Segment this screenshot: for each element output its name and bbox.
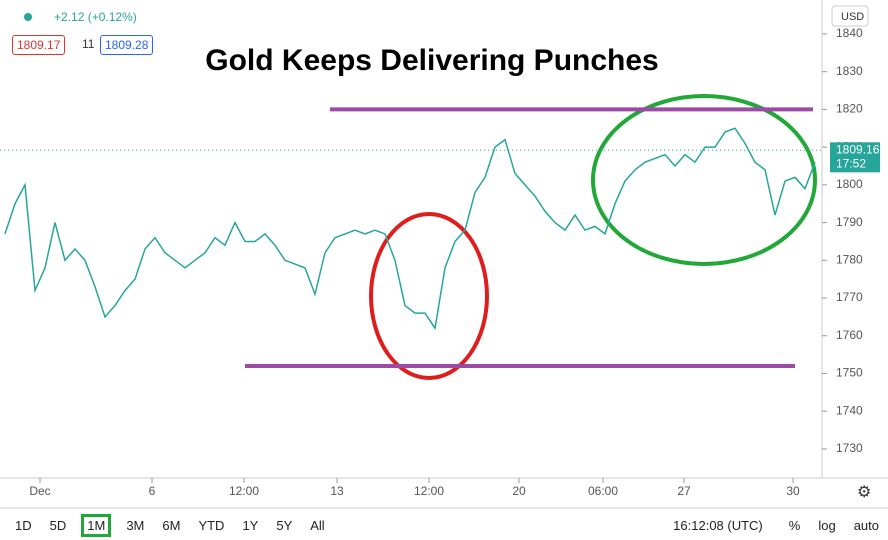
log-button[interactable]: log	[818, 517, 836, 533]
last-price-box	[830, 142, 880, 173]
auto-button[interactable]: auto	[853, 517, 879, 533]
bid: 1809.17	[12, 35, 66, 55]
y-tick-label: 1750	[836, 366, 863, 380]
y-tick-label: 1770	[836, 290, 863, 304]
range-button[interactable]: 6M	[162, 517, 181, 533]
y-tick-label: 1760	[836, 328, 863, 342]
settings-icon[interactable]: ⚙	[857, 484, 871, 501]
chart: Gold Keeps Delivering Punches +2.12 (+0.…	[0, 0, 888, 509]
range-button[interactable]: All	[310, 517, 325, 533]
x-tick-label: 30	[786, 484, 800, 498]
x-tick-label: 27	[677, 484, 691, 498]
currency-box[interactable]	[831, 5, 869, 27]
x-tick-label: 13	[330, 484, 344, 498]
range-button[interactable]: 1Y	[242, 517, 259, 533]
red-ellipse	[369, 212, 489, 380]
y-tick-label: 1780	[836, 252, 863, 266]
currency[interactable]: USD	[841, 11, 864, 23]
clock: 16:12:08 (UTC)	[673, 517, 763, 533]
range-button[interactable]: 1M	[81, 513, 112, 537]
chart-title: Gold Keeps Delivering Punches	[205, 44, 658, 77]
status-dot	[24, 13, 32, 21]
last-price: 1809.16	[836, 142, 880, 156]
y-tick-label: 1730	[836, 441, 863, 455]
x-tick-label: 12:00	[229, 484, 259, 498]
ask: 1809.28	[100, 35, 154, 55]
y-tick-label: 1820	[836, 102, 863, 116]
y-tick-label: 1790	[836, 215, 863, 229]
range-button[interactable]: 5Y	[276, 517, 293, 533]
green-ellipse	[591, 94, 817, 266]
y-tick-label: 1840	[836, 26, 863, 40]
change: +2.12 (+0.12%)	[54, 10, 137, 24]
spread: 11	[82, 37, 95, 51]
y-tick-label: 1830	[836, 64, 863, 78]
y-tick-label: 1740	[836, 403, 863, 417]
x-tick-label: 12:00	[414, 484, 444, 498]
price-line	[4, 127, 816, 331]
x-tick-label: 20	[512, 484, 526, 498]
toolbar: 1D 5D 1M 3M 6M YTD 1Y 5Y All 16:12:08 (UTC)% log au…	[0, 510, 888, 540]
range-button[interactable]: YTD	[198, 517, 225, 533]
x-tick-label: Dec	[29, 484, 50, 498]
x-tick-label: 06:00	[588, 484, 618, 498]
percent-button[interactable]: %	[788, 517, 801, 533]
x-tick-label: 6	[149, 484, 156, 498]
range-button[interactable]: 5D	[49, 517, 67, 533]
range-button[interactable]: 3M	[126, 517, 145, 533]
y-tick-label: 1800	[836, 177, 863, 191]
range-button[interactable]: 1D	[15, 517, 32, 533]
countdown: 17:52	[836, 156, 866, 170]
